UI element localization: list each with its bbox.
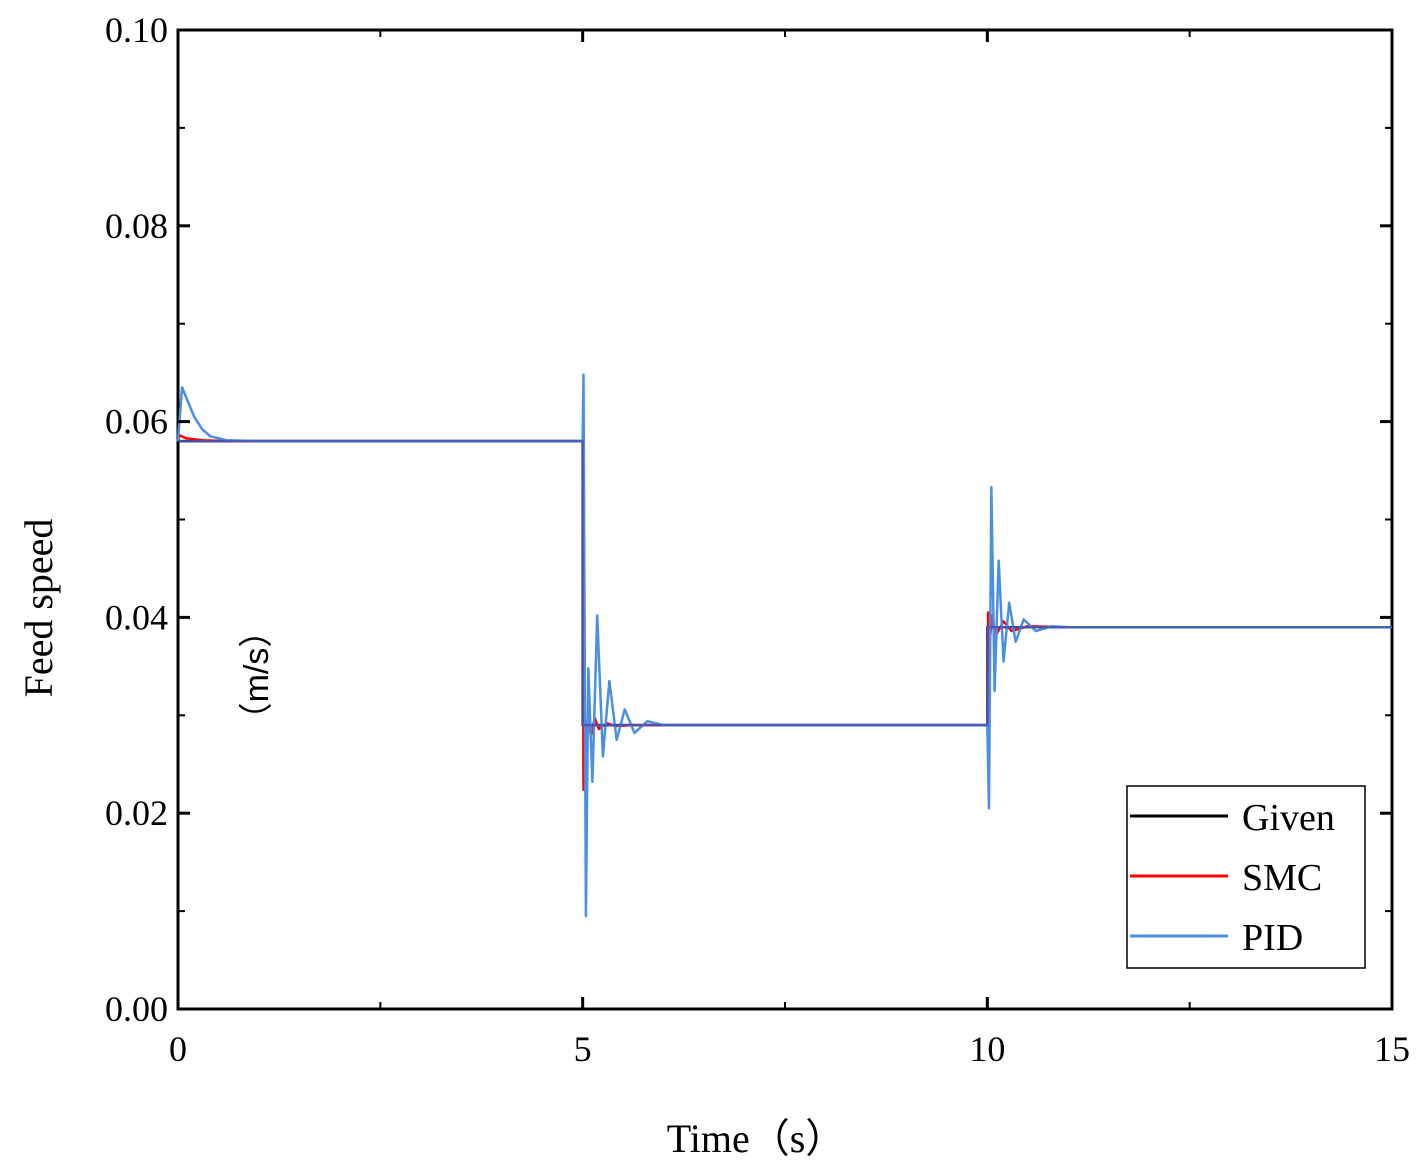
- legend-label-pid: PID: [1242, 917, 1303, 959]
- legend-label-smc: SMC: [1242, 857, 1322, 899]
- series-line-given: [178, 439, 1392, 727]
- y-axis-unit: （m/s）: [238, 614, 276, 737]
- x-tick-label: 5: [574, 1029, 592, 1069]
- x-tick-label: 0: [169, 1029, 187, 1069]
- y-tick-label: 0.06: [105, 402, 168, 442]
- x-axis-title: Time（s）: [667, 1116, 846, 1161]
- y-tick-label: 0.00: [105, 989, 168, 1029]
- x-tick-label: 15: [1374, 1029, 1410, 1069]
- y-axis-title: Feed speed: [16, 519, 61, 698]
- series-overlap-line: [178, 439, 1392, 727]
- series-layer: [176, 373, 1392, 918]
- y-tick-label: 0.10: [105, 10, 168, 50]
- x-tick-label: 10: [969, 1029, 1005, 1069]
- y-tick-label: 0.04: [105, 597, 168, 637]
- y-tick-label: 0.08: [105, 206, 168, 246]
- legend: Given SMC PID: [1126, 785, 1366, 969]
- series-line-smc: [176, 434, 1392, 791]
- y-tick-label: 0.02: [105, 793, 168, 833]
- legend-label-given: Given: [1242, 797, 1335, 839]
- ticks-layer: [176, 28, 1394, 1011]
- tick-labels-layer: 0.00 0.02 0.04 0.06 0.08 0.10 0 5 10 15: [105, 10, 1410, 1069]
